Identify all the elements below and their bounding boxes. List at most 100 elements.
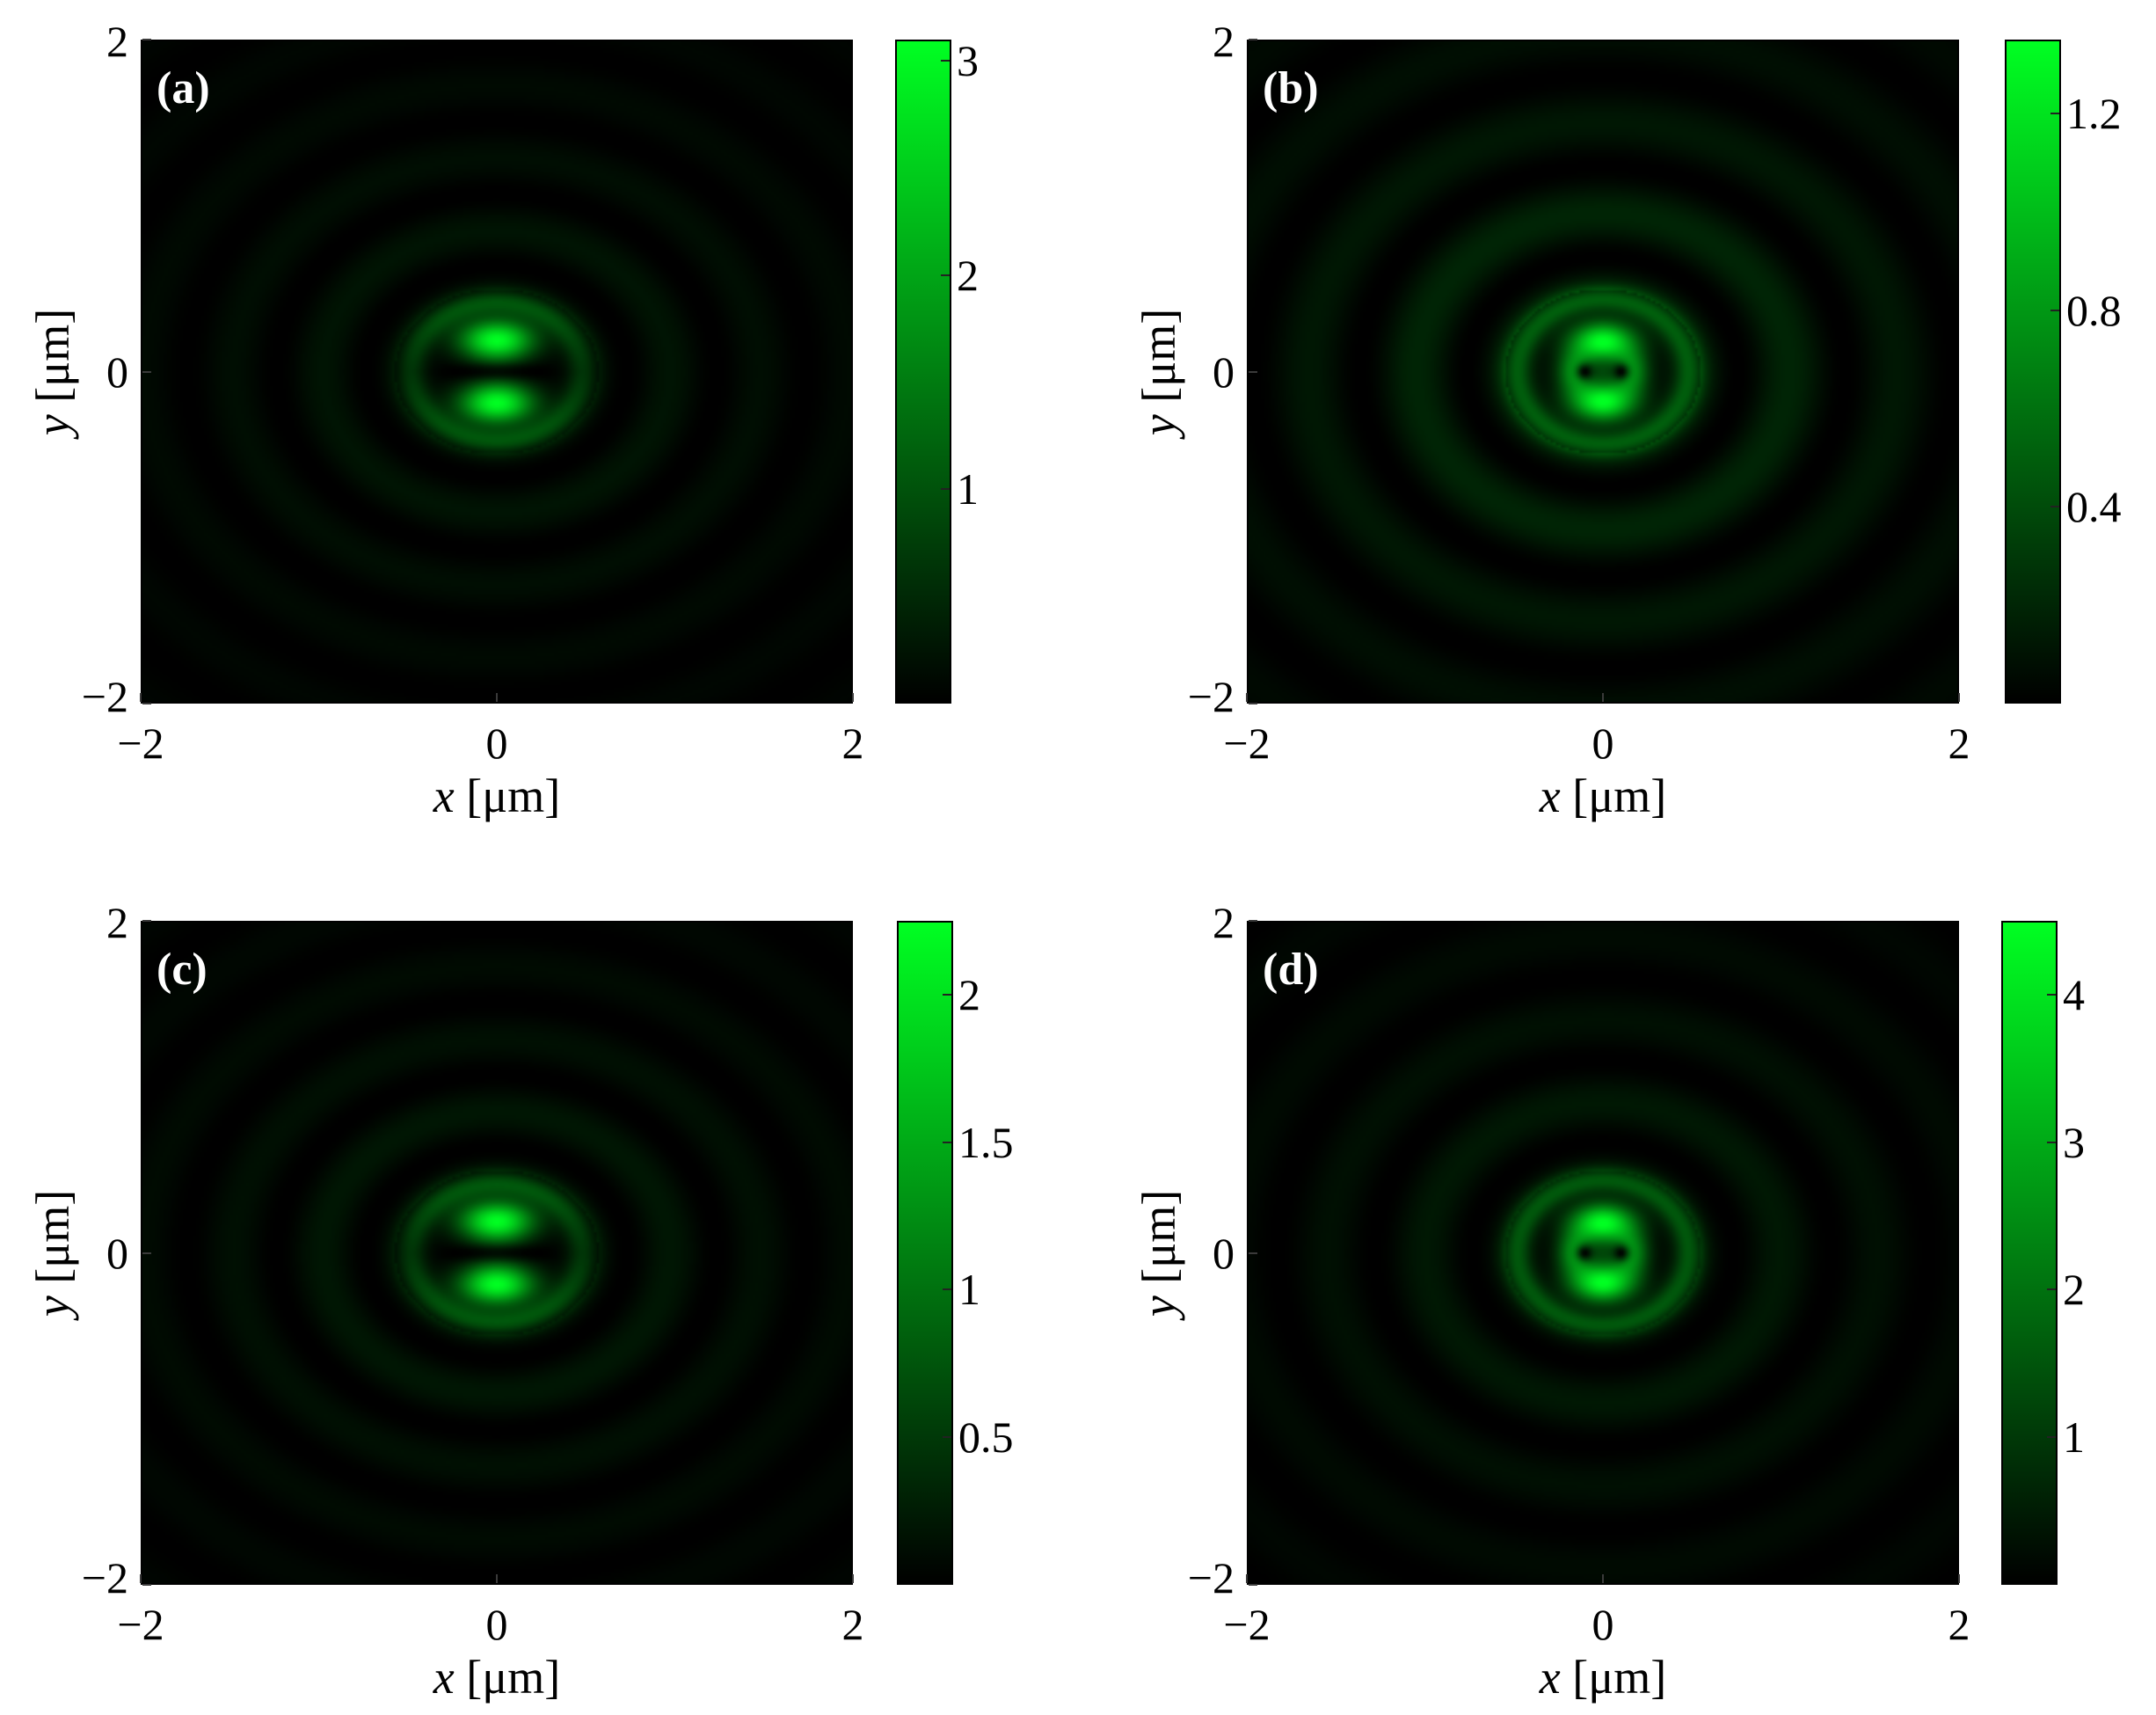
panel-label: (a) <box>157 63 210 113</box>
y-tickmark <box>1249 39 1257 40</box>
x-tickmark <box>1958 1574 1960 1583</box>
x-tickmark <box>1246 1574 1248 1583</box>
colorbar-tick-label: 0.8 <box>2066 285 2122 335</box>
y-tickmark <box>142 703 151 704</box>
colorbar-tick-label: 2 <box>958 969 980 1019</box>
x-axis-variable: x <box>433 1651 455 1704</box>
y-tick-label: −2 <box>1187 672 1235 721</box>
x-axis-variable: x <box>1539 770 1561 822</box>
y-tickmark <box>142 920 151 922</box>
y-axis-unit: [μm] <box>1133 308 1185 414</box>
y-tickmark <box>142 1252 151 1254</box>
x-tickmark <box>1602 693 1604 702</box>
x-tick-label: 2 <box>1948 1600 1970 1649</box>
panel-label: (c) <box>157 945 208 995</box>
y-tick-label: 2 <box>106 898 128 947</box>
y-axis-variable: y <box>1133 413 1185 435</box>
y-tick-label: −2 <box>1187 1553 1235 1602</box>
colorbar-tickmark <box>2050 309 2059 311</box>
x-tick-label: 0 <box>1592 719 1614 768</box>
colorbar-tick-label: 2 <box>2063 1265 2085 1315</box>
colorbar-tickmark <box>941 488 950 491</box>
x-axis-unit: [μm] <box>1560 1651 1667 1704</box>
heatmap-plot-area <box>141 40 853 704</box>
y-axis-unit: [μm] <box>26 308 79 414</box>
x-tickmark <box>852 1574 854 1583</box>
x-tick-label: 2 <box>841 719 864 768</box>
y-tick-label: 0 <box>106 1228 128 1278</box>
y-tickmark <box>1249 920 1257 922</box>
y-tick-label: −2 <box>81 672 128 721</box>
y-axis-unit: [μm] <box>26 1189 79 1295</box>
x-tick-label: −2 <box>1223 719 1271 768</box>
y-axis-variable: y <box>26 1295 79 1317</box>
x-tickmark <box>140 693 142 702</box>
heatmap-canvas <box>142 41 851 702</box>
x-axis-variable: x <box>433 770 455 822</box>
y-tickmark <box>142 39 151 40</box>
y-tickmark <box>1249 370 1257 373</box>
heatmap-canvas <box>1249 923 1957 1583</box>
colorbar-tick-label: 1 <box>958 1265 980 1315</box>
x-axis-variable: x <box>1539 1651 1561 1704</box>
colorbar-tickmark <box>941 60 950 62</box>
y-tickmark <box>142 1584 151 1586</box>
colorbar-tickmark <box>2047 1436 2056 1439</box>
colorbar-tickmark <box>943 1436 951 1439</box>
x-axis-label: x [μm] <box>433 772 560 820</box>
x-tick-label: −2 <box>1223 1600 1271 1649</box>
y-tick-label: −2 <box>81 1553 128 1602</box>
colorbar-tick-label: 3 <box>2063 1117 2085 1167</box>
y-tick-label: 0 <box>106 347 128 397</box>
panel-label: (b) <box>1263 63 1319 113</box>
x-tickmark <box>1602 1574 1604 1583</box>
colorbar-tickmark <box>941 274 950 276</box>
colorbar-tickmark <box>2047 1141 2056 1143</box>
x-tick-label: 0 <box>485 1600 508 1649</box>
x-tickmark <box>496 693 498 702</box>
colorbar-tick-label: 1.5 <box>958 1117 1014 1167</box>
colorbar-tick-label: 1 <box>2063 1412 2085 1463</box>
colorbar-tickmark <box>2047 1288 2056 1291</box>
colorbar-tick-label: 0.4 <box>2066 482 2122 532</box>
y-tickmark <box>1249 1252 1257 1254</box>
y-tick-label: 0 <box>1213 347 1235 397</box>
heatmap-plot-area <box>1247 40 1959 704</box>
y-axis-label: y [μm] <box>1133 1189 1185 1317</box>
y-axis-unit: [μm] <box>1133 1189 1185 1295</box>
y-axis-variable: y <box>1133 1295 1185 1317</box>
y-axis-label: y [μm] <box>26 1189 79 1317</box>
colorbar-tickmark <box>2050 506 2059 508</box>
panel-label: (d) <box>1263 945 1319 995</box>
y-axis-variable: y <box>26 413 79 435</box>
colorbar <box>897 921 953 1585</box>
heatmap-plot-area <box>141 921 853 1585</box>
x-axis-unit: [μm] <box>1560 770 1667 822</box>
colorbar-tick-label: 2 <box>957 250 979 300</box>
x-tick-label: −2 <box>117 1600 164 1649</box>
colorbar <box>2005 40 2061 704</box>
x-tick-label: −2 <box>117 719 164 768</box>
x-axis-unit: [μm] <box>454 770 561 822</box>
colorbar-tick-label: 3 <box>957 36 979 86</box>
y-axis-label: y [μm] <box>1133 308 1185 435</box>
y-tick-label: 0 <box>1213 1228 1235 1278</box>
y-tickmark <box>1249 1584 1257 1586</box>
x-tickmark <box>1958 693 1960 702</box>
x-tickmark <box>1246 693 1248 702</box>
colorbar-tick-label: 0.5 <box>958 1412 1014 1463</box>
colorbar-tick-label: 1 <box>957 464 979 514</box>
heatmap-canvas <box>142 923 851 1583</box>
x-axis-label: x [μm] <box>433 1653 560 1701</box>
heatmap-canvas <box>1249 41 1957 702</box>
y-tickmark <box>1249 703 1257 704</box>
y-tick-label: 2 <box>1213 898 1235 947</box>
x-tickmark <box>496 1574 498 1583</box>
x-tick-label: 0 <box>485 719 508 768</box>
x-tick-label: 2 <box>841 1600 864 1649</box>
colorbar-tickmark <box>943 1141 951 1143</box>
colorbar <box>895 40 951 704</box>
x-tick-label: 2 <box>1948 719 1970 768</box>
x-axis-unit: [μm] <box>454 1651 561 1704</box>
